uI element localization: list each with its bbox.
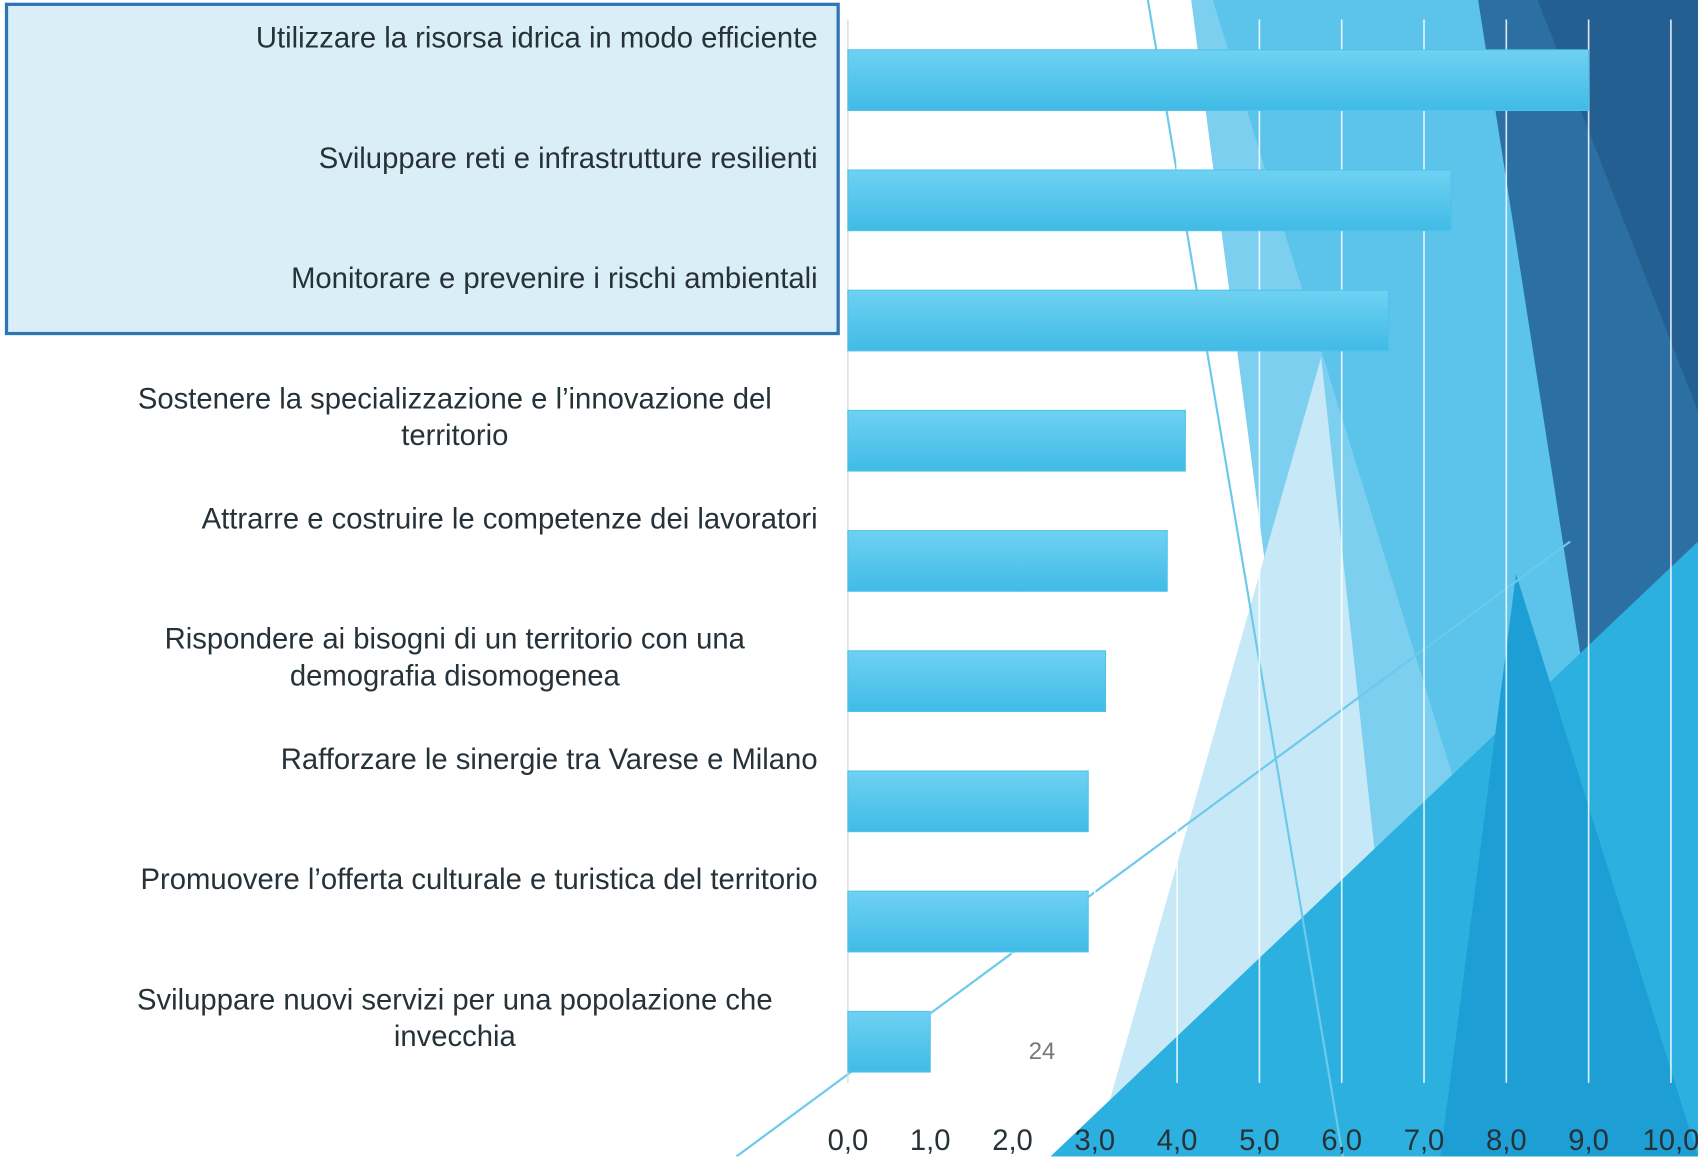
category-label: Rispondere ai bisogni di un territorio c… bbox=[92, 621, 818, 695]
x-tick-label: 9,0 bbox=[1568, 1125, 1609, 1156]
x-tick-label: 6,0 bbox=[1321, 1125, 1362, 1156]
x-tick-label: 10,0 bbox=[1642, 1125, 1698, 1156]
category-label: Attrarre e costruire le competenze dei l… bbox=[202, 500, 818, 537]
x-tick-label: 2,0 bbox=[992, 1125, 1033, 1156]
bar bbox=[848, 651, 1106, 712]
category-label: Promuovere l’offerta culturale e turisti… bbox=[140, 861, 817, 898]
x-tick-label: 1,0 bbox=[910, 1125, 951, 1156]
bar bbox=[848, 50, 1589, 111]
x-tick-label: 8,0 bbox=[1486, 1125, 1527, 1156]
x-tick-label: 4,0 bbox=[1157, 1125, 1198, 1156]
x-tick-label: 0,0 bbox=[828, 1125, 869, 1156]
x-tick-label: 5,0 bbox=[1239, 1125, 1280, 1156]
category-label: Utilizzare la risorsa idrica in modo eff… bbox=[256, 19, 818, 56]
bar bbox=[848, 531, 1167, 592]
x-tick-label: 3,0 bbox=[1074, 1125, 1115, 1156]
bar bbox=[848, 1011, 930, 1072]
bar bbox=[848, 771, 1088, 832]
bar bbox=[848, 290, 1389, 351]
page: {"chart_data": {"type": "bar", "orientat… bbox=[0, 0, 1698, 1157]
page-number: 24 bbox=[1029, 1037, 1056, 1065]
slide: 0,0 1,0 2,0 3,0 4,0 5,0 6,0 7,0 8,0 9,0 10,0 24 Ut… bbox=[0, 0, 1698, 1157]
category-label: Sviluppare nuovi servizi per una popolaz… bbox=[92, 981, 818, 1055]
bar bbox=[848, 891, 1088, 952]
x-tick-label: 7,0 bbox=[1404, 1125, 1445, 1156]
category-label: Sviluppare reti e infrastrutture resilie… bbox=[319, 140, 818, 177]
bar bbox=[848, 410, 1185, 471]
category-label: Monitorare e prevenire i rischi ambienta… bbox=[291, 260, 818, 297]
category-label: Sostenere la specializzazione e l’innova… bbox=[92, 380, 818, 454]
category-label: Rafforzare le sinergie tra Varese e Mila… bbox=[281, 741, 818, 778]
bar bbox=[848, 170, 1451, 231]
